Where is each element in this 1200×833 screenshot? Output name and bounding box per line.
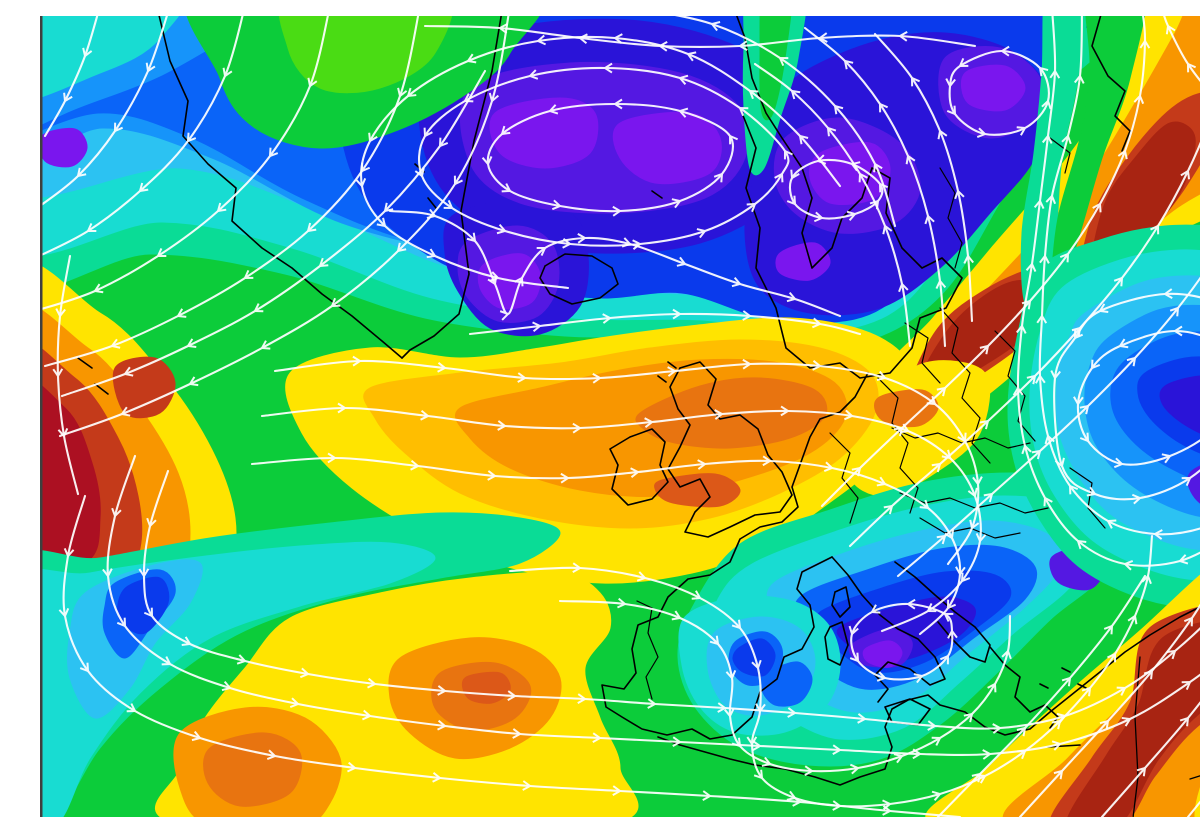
- weather-map: [40, 16, 1200, 817]
- weather-map-page: [0, 16, 1200, 817]
- streamline-layer: [40, 16, 1200, 817]
- weather-map-canvas: [40, 16, 1200, 817]
- map-left-border: [40, 16, 43, 817]
